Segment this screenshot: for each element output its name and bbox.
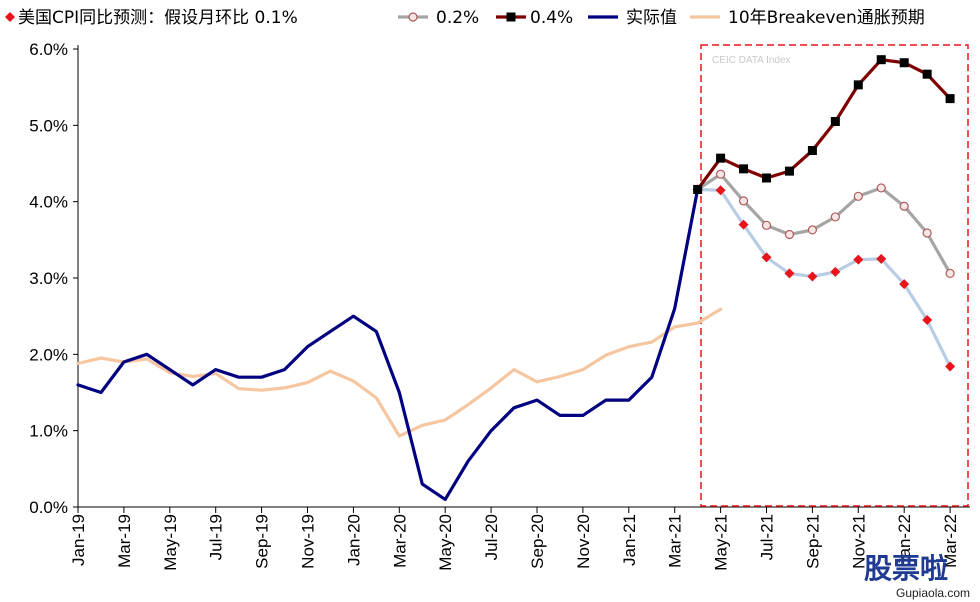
data-point-circle <box>853 191 863 201</box>
x-tick-label: Nov-20 <box>574 514 593 569</box>
x-tick-label: Mar-22 <box>941 514 960 568</box>
legend: 美国CPI同比预测：假设月环比 0.1% 0.2% 0.4% 实际值 10年Breake… <box>5 8 925 28</box>
data-point-square <box>853 80 863 90</box>
legend-label: 0.2% <box>436 8 479 28</box>
x-tick-label: Mar-21 <box>666 514 685 568</box>
y-tick-label: 2.0% <box>29 345 68 364</box>
legend-marker-diamond <box>5 12 15 22</box>
data-point-diamond <box>876 253 887 264</box>
y-tick-label: 4.0% <box>29 193 68 212</box>
data-point-diamond <box>830 266 841 277</box>
data-point-square <box>807 146 817 156</box>
x-tick-label: May-19 <box>161 514 180 571</box>
x-tick-label: Jan-19 <box>69 514 88 566</box>
data-point-square <box>899 58 909 68</box>
data-point-square <box>876 55 886 65</box>
data-point-circle <box>807 225 818 235</box>
legend-label: 美国CPI同比预测：假设月环比 0.1% <box>18 8 298 28</box>
data-point-diamond <box>853 254 864 265</box>
y-tick-label: 5.0% <box>29 116 68 135</box>
x-tick-label: Sep-20 <box>528 514 547 569</box>
y-tick-label: 3.0% <box>29 269 68 288</box>
data-point-diamond <box>922 314 933 325</box>
data-point-circle <box>738 196 749 206</box>
x-tick-label: Sep-19 <box>253 514 272 569</box>
series-line-3 <box>76 187 700 501</box>
data-point-square <box>784 166 794 176</box>
data-point-circle <box>899 201 909 211</box>
data-point-square <box>945 94 955 104</box>
x-tick-label: Sep-21 <box>803 514 822 569</box>
x-tick-label: May-21 <box>712 514 731 571</box>
logo-url: Gupiaola.com <box>896 586 970 600</box>
x-tick-label: Jul-21 <box>758 514 777 560</box>
legend-label: 实际值 <box>626 8 677 28</box>
data-point-diamond <box>738 219 749 230</box>
data-point-circle <box>830 212 840 222</box>
site-logo: 股票啦 Gupiaola.com <box>864 552 970 600</box>
data-point-square <box>922 69 932 79</box>
data-point-square <box>716 153 726 163</box>
data-point-diamond <box>945 361 956 372</box>
x-tick-label: Jul-20 <box>482 514 501 560</box>
y-axis-ticks: 0.0% 1.0% 2.0% 3.0% 4.0% 5.0% 6.0% <box>29 40 78 517</box>
forecast-region-box <box>700 44 969 507</box>
y-tick-label: 1.0% <box>29 422 68 441</box>
data-point-circle <box>784 229 795 240</box>
watermark-text: CEIC DATA Index <box>712 55 791 66</box>
x-tick-label: Jul-19 <box>207 514 226 560</box>
x-tick-label: Mar-19 <box>115 514 134 568</box>
x-tick-label: Nov-21 <box>849 514 868 569</box>
legend-label: 0.4% <box>530 8 573 28</box>
data-point-diamond <box>899 279 910 290</box>
series-line-4 <box>76 307 723 438</box>
data-point-circle <box>876 183 886 193</box>
series-line-0 <box>695 187 952 369</box>
data-point-square <box>693 184 703 194</box>
x-tick-label: May-20 <box>436 514 455 571</box>
legend-marker-circle <box>408 12 418 22</box>
legend-marker-square <box>506 12 516 22</box>
series-group <box>76 55 956 501</box>
x-tick-label: Mar-20 <box>390 514 409 568</box>
plot-area <box>77 45 970 513</box>
data-point-circle <box>761 220 772 230</box>
legend-label: 10年Breakeven通胀预期 <box>728 8 925 28</box>
data-point-diamond <box>715 185 726 196</box>
x-tick-label: Nov-19 <box>299 514 318 569</box>
series-line-2 <box>695 58 952 192</box>
y-tick-label: 6.0% <box>29 40 68 59</box>
data-point-square <box>739 164 749 174</box>
data-point-square <box>830 117 840 127</box>
x-tick-label: Jan-22 <box>895 514 914 566</box>
data-point-circle <box>715 169 726 179</box>
data-point-diamond <box>761 252 772 263</box>
data-point-circle <box>922 228 932 238</box>
data-point-square <box>762 173 771 183</box>
x-axis-ticks: Jan-19 Mar-19 May-19 Jul-19 Sep-19 Nov-19 Jan-… <box>69 507 960 571</box>
series-line-1 <box>695 172 952 275</box>
x-tick-label: Jan-20 <box>344 514 363 566</box>
logo-text: 股票啦 <box>864 552 948 585</box>
data-point-diamond <box>784 268 795 279</box>
data-point-circle <box>945 268 955 279</box>
data-point-diamond <box>807 271 818 282</box>
y-tick-label: 0.0% <box>29 498 68 517</box>
x-tick-label: Jan-21 <box>620 514 639 566</box>
